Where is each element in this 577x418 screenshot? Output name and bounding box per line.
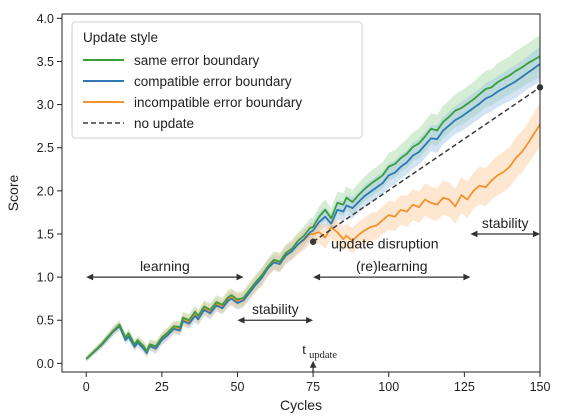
legend-box <box>71 21 363 139</box>
y-tick-label: 2.0 <box>37 184 54 198</box>
relearning-arrow-head-right <box>463 273 471 281</box>
x-tick-label: 150 <box>530 380 551 394</box>
x-tick-label: 25 <box>155 380 169 394</box>
y-tick-label: 3.0 <box>37 98 54 112</box>
x-tick-label: 0 <box>83 380 90 394</box>
legend-entries: same error boundary compatible error boun… <box>83 53 302 131</box>
no-update-line <box>312 86 541 243</box>
plot-frame <box>61 13 541 373</box>
y-tick-label: 2.5 <box>37 141 54 155</box>
y-tick-label: 4.0 <box>37 12 54 26</box>
x-tick-label: 75 <box>306 380 320 394</box>
no-update-endpoint-marker <box>309 238 317 245</box>
confidence-bands <box>86 35 541 362</box>
relearning-arrow-head-left <box>313 273 321 281</box>
y-tick-label: 1.5 <box>37 227 54 241</box>
x-axis-label: Cycles <box>280 397 322 413</box>
series-lines <box>85 55 544 360</box>
axis-ticks: 0 25 50 75 100 125 150 0.0 0.5 1.0 1.5 2.0 2.5 3.0 3.5… <box>37 12 551 394</box>
stability-early-arrow <box>237 316 314 324</box>
legend-entry-incompatible-error-boundary: incompatible error boundary <box>134 95 302 110</box>
annotations: learning stability update disruption (re)le… <box>86 215 540 372</box>
stability-early-arrow-head-right <box>306 316 314 324</box>
t-update-head <box>309 360 317 368</box>
stability-late-label: stability <box>482 215 529 231</box>
legend: Update style same error boundary compatib… <box>71 21 363 139</box>
compatible-error-boundary-line <box>85 63 541 360</box>
learning-arrow-head-right <box>236 273 244 281</box>
y-tick-label: 3.5 <box>37 55 54 69</box>
legend-title: Update style <box>83 30 158 45</box>
update-disruption-label: update disruption <box>331 235 438 251</box>
x-tick-label: 100 <box>378 380 399 394</box>
compatible-error-boundary-band <box>86 46 541 362</box>
stability-late-arrow-head-right <box>533 230 540 238</box>
y-tick-label: 1.0 <box>37 271 54 285</box>
stability-late-arrow <box>470 230 540 238</box>
same-error-boundary-band <box>86 35 541 362</box>
same-error-boundary-line <box>85 55 541 360</box>
t-update-subscript: update <box>309 350 337 361</box>
incompatible-error-boundary-band <box>86 102 541 362</box>
learning-arrow-head-left <box>86 273 94 281</box>
learning-arrow <box>86 273 244 281</box>
t-update-label: t <box>302 342 307 358</box>
learning-label: learning <box>140 258 190 274</box>
stability-late-arrow-head-left <box>470 230 478 238</box>
legend-entry-no-update: no update <box>134 116 194 131</box>
legend-entry-compatible-error-boundary: compatible error boundary <box>134 74 292 89</box>
legend-entry-same-error-boundary: same error boundary <box>134 53 260 68</box>
t-update-marker <box>309 360 317 372</box>
x-tick-label: 125 <box>454 380 475 394</box>
relearning-arrow <box>313 273 471 281</box>
stability-early-arrow-head-left <box>237 316 245 324</box>
y-tick-label: 0.0 <box>37 357 54 371</box>
y-tick-label: 0.5 <box>37 314 54 328</box>
y-axis-label: Score <box>5 175 21 212</box>
stability-early-label: stability <box>252 301 299 317</box>
x-tick-label: 50 <box>231 380 245 394</box>
relearning-label: (re)learning <box>356 258 428 274</box>
